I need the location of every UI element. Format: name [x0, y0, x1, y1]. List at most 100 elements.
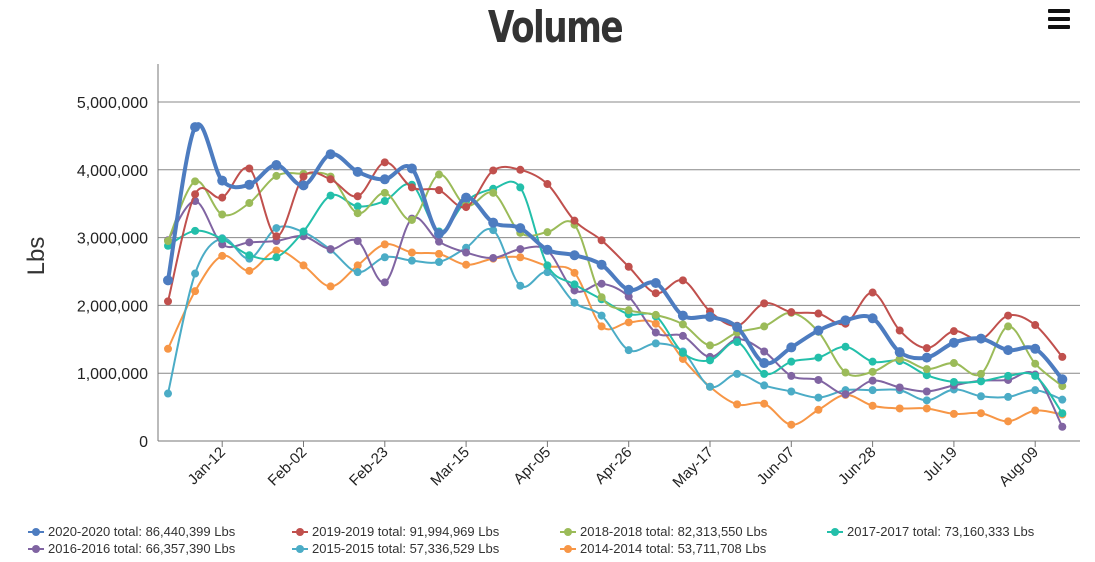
data-point: [245, 251, 254, 260]
data-point: [326, 175, 335, 184]
data-point: [596, 259, 607, 270]
data-point: [624, 346, 633, 355]
data-point: [218, 193, 227, 202]
data-point: [542, 244, 553, 255]
data-point: [624, 262, 633, 271]
x-tick-label: Feb-02: [265, 444, 311, 490]
data-point: [1058, 382, 1067, 391]
data-point: [814, 353, 823, 362]
data-point: [677, 310, 688, 321]
data-point: [623, 284, 634, 295]
data-point: [380, 278, 389, 287]
data-point: [922, 404, 931, 413]
data-point: [191, 226, 200, 235]
data-point: [624, 292, 633, 301]
data-point: [814, 375, 823, 384]
data-point: [894, 347, 905, 358]
data-point: [733, 369, 742, 378]
x-tick-label: Jan-12: [185, 444, 229, 488]
data-point: [380, 158, 389, 167]
data-point: [867, 313, 878, 324]
data-point: [868, 357, 877, 366]
data-point: [651, 339, 660, 348]
data-point: [353, 192, 362, 201]
data-point: [1004, 322, 1013, 331]
data-point: [1031, 359, 1040, 368]
data-point: [948, 337, 959, 348]
data-point: [516, 253, 525, 262]
data-point: [352, 166, 363, 177]
data-point: [787, 357, 796, 366]
data-point: [435, 237, 443, 246]
series-line: [167, 199, 1064, 428]
data-point: [191, 287, 200, 296]
data-point: [760, 322, 769, 331]
data-point: [407, 256, 416, 265]
data-point: [1031, 406, 1040, 415]
data-point: [733, 400, 742, 409]
data-point: [976, 333, 986, 344]
data-point: [678, 354, 687, 363]
legend-item[interactable]: 2015-2015 total: 57,336,529 Lbs: [292, 541, 499, 556]
data-point: [435, 249, 443, 258]
data-point: [326, 245, 335, 254]
legend-label: 2017-2017 total: 73,160,333 Lbs: [847, 524, 1035, 539]
x-tick-label: Feb-23: [346, 444, 392, 490]
y-axis-label: Lbs: [23, 237, 50, 276]
data-point: [543, 228, 552, 237]
legend-item[interactable]: 2017-2017 total: 73,160,333 Lbs: [827, 524, 1034, 539]
data-point: [977, 377, 985, 386]
data-point: [489, 253, 498, 262]
data-point: [272, 171, 281, 180]
data-point: [651, 319, 660, 328]
data-point: [841, 390, 850, 399]
menu-icon[interactable]: [1046, 8, 1072, 30]
data-point: [949, 359, 958, 368]
data-point: [597, 293, 606, 302]
data-point: [299, 227, 308, 236]
data-point: [298, 180, 309, 191]
data-point: [353, 268, 362, 277]
data-point: [760, 299, 769, 308]
data-point: [380, 196, 389, 205]
data-point: [1057, 374, 1068, 385]
data-point: [164, 344, 172, 353]
data-point: [326, 191, 335, 200]
legend-item[interactable]: 2018-2018 total: 82,313,550 Lbs: [560, 524, 767, 539]
x-tick-label: Jun-28: [835, 444, 879, 488]
data-point: [787, 308, 796, 317]
data-point: [217, 175, 228, 186]
data-point: [489, 226, 498, 235]
data-point: [245, 238, 254, 247]
x-tick-label: Apr-26: [592, 444, 636, 488]
legend-item[interactable]: 2014-2014 total: 53,711,708 Lbs: [560, 541, 766, 556]
data-point: [164, 236, 172, 245]
chart-title: Volume: [487, 2, 624, 53]
data-point: [435, 186, 443, 195]
data-point: [516, 281, 525, 290]
data-point: [570, 286, 579, 295]
data-point: [678, 320, 687, 329]
legend-item[interactable]: 2020-2020 total: 86,440,399 Lbs: [28, 524, 235, 539]
data-point: [379, 174, 390, 185]
data-point: [218, 251, 227, 260]
data-point: [922, 396, 931, 405]
data-point: [977, 409, 985, 418]
data-point: [732, 322, 743, 333]
data-point: [787, 387, 796, 396]
data-point: [949, 327, 958, 336]
legend-item[interactable]: 2016-2016 total: 66,357,390 Lbs: [28, 541, 235, 556]
data-point: [245, 266, 254, 275]
series-line: [167, 180, 1064, 414]
legend-item[interactable]: 2019-2019 total: 91,994,969 Lbs: [292, 524, 499, 539]
data-point: [706, 356, 714, 365]
data-point: [678, 276, 687, 285]
data-point: [597, 322, 606, 331]
data-point: [949, 378, 958, 387]
data-point: [597, 279, 606, 288]
x-tick-label: May-17: [669, 444, 716, 491]
data-point: [977, 392, 985, 401]
data-point: [299, 261, 308, 270]
data-point: [489, 188, 498, 197]
data-point: [570, 268, 579, 277]
